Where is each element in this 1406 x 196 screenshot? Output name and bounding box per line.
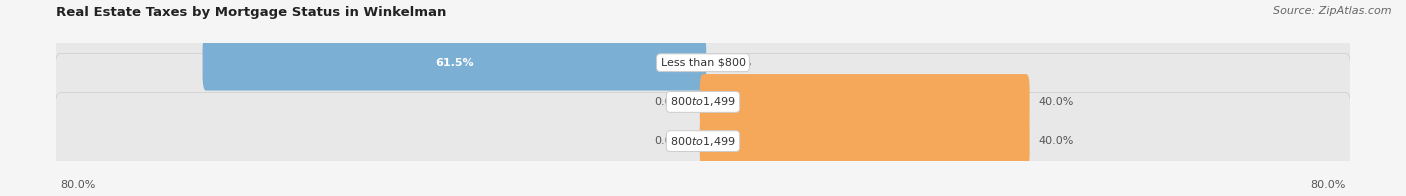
FancyBboxPatch shape — [53, 53, 1353, 151]
Text: 80.0%: 80.0% — [1310, 180, 1346, 190]
Text: 40.0%: 40.0% — [1039, 97, 1074, 107]
Text: 80.0%: 80.0% — [60, 180, 96, 190]
Text: 61.5%: 61.5% — [434, 58, 474, 68]
FancyBboxPatch shape — [700, 74, 1029, 130]
Text: Source: ZipAtlas.com: Source: ZipAtlas.com — [1274, 6, 1392, 16]
Text: 40.0%: 40.0% — [1039, 136, 1074, 146]
Text: 0.0%: 0.0% — [655, 97, 683, 107]
Text: $800 to $1,499: $800 to $1,499 — [671, 135, 735, 148]
FancyBboxPatch shape — [53, 93, 1353, 190]
Text: 0.0%: 0.0% — [723, 58, 751, 68]
Text: Less than $800: Less than $800 — [661, 58, 745, 68]
Text: Real Estate Taxes by Mortgage Status in Winkelman: Real Estate Taxes by Mortgage Status in … — [56, 6, 447, 19]
FancyBboxPatch shape — [700, 113, 1029, 169]
FancyBboxPatch shape — [53, 14, 1353, 111]
FancyBboxPatch shape — [202, 35, 706, 91]
Text: $800 to $1,499: $800 to $1,499 — [671, 95, 735, 108]
Text: 0.0%: 0.0% — [655, 136, 683, 146]
